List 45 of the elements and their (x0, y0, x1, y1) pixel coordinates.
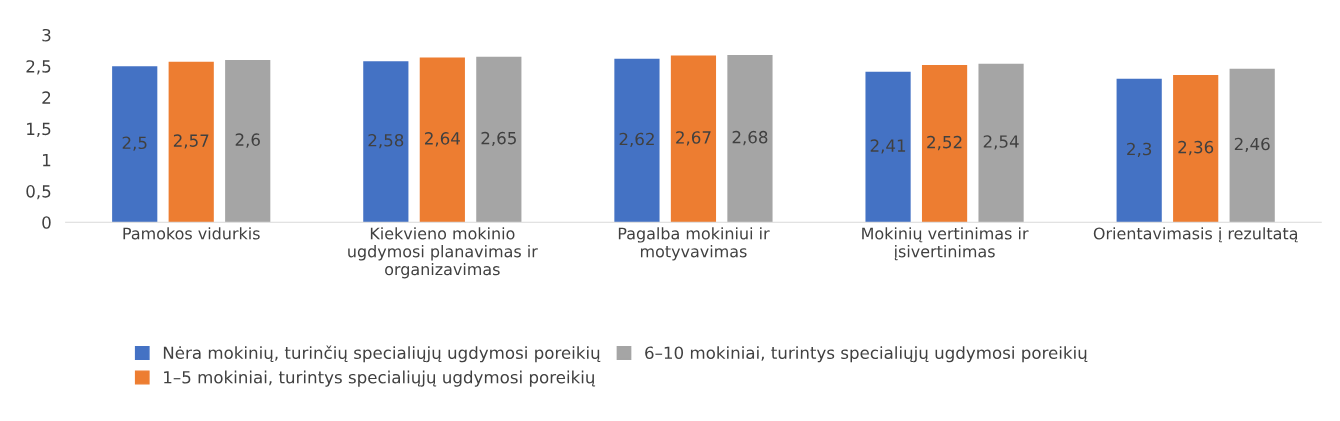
bar (1116, 78, 1162, 223)
bar (921, 64, 968, 223)
y-tick-label: 0 (42, 216, 51, 229)
bar (168, 61, 214, 223)
y-tick-label: 2,5 (26, 60, 51, 75)
data-label: 2,65 (481, 131, 516, 147)
bar (727, 54, 773, 223)
bar (670, 55, 717, 223)
bar (419, 57, 465, 223)
legend-label: Nėra mokinių, turinčių specialiųjų ugdymosi poreikių (163, 345, 601, 363)
bar (225, 59, 271, 223)
x-tick-label: Pamokos vidurkis (123, 227, 260, 240)
legend-label: 6–10 mokiniai, turintys specialiųjų ugdymosi poreikių (645, 346, 1088, 363)
x-tick-label: Orientavimasis į rezultatą (1093, 227, 1298, 243)
data-label: 2,46 (1234, 137, 1270, 153)
bar (978, 63, 1024, 223)
data-label: 2,36 (1178, 140, 1214, 156)
data-label: 2,5 (122, 136, 147, 151)
data-label: 2,68 (732, 130, 768, 146)
legend-label: 1–5 mokiniai, turintys specialiųjų ugdymosi poreikių (164, 370, 596, 387)
bar (1229, 68, 1275, 223)
y-tick-label: 0,5 (26, 185, 51, 200)
y-tick-label: 1 (43, 154, 51, 167)
bar (476, 56, 522, 223)
x-tick-label: Mokinių vertinimas ir įsivertinimas (862, 227, 1029, 261)
y-tick-label: 2 (42, 91, 51, 104)
data-label: 2,58 (368, 133, 404, 149)
data-label: 2,62 (619, 132, 654, 148)
bar (363, 61, 409, 223)
bar (614, 58, 660, 223)
bar (1173, 74, 1219, 223)
x-tick-label: Kiekvieno mokinio ugdymosi planavimas ir organizavimas (348, 227, 538, 279)
data-label: 2,57 (173, 134, 209, 149)
y-tick-label: 3 (42, 28, 51, 42)
data-label: 2,54 (983, 135, 1019, 150)
data-label: 2,3 (1127, 142, 1152, 158)
data-label: 2,52 (927, 135, 962, 151)
data-label: 2,6 (235, 133, 260, 148)
y-tick-label: 1,5 (27, 122, 51, 137)
data-label: 2,67 (676, 131, 711, 146)
bar (865, 71, 911, 223)
data-label: 2,64 (425, 132, 460, 147)
data-label: 2,41 (870, 139, 906, 154)
bar (112, 66, 158, 223)
x-tick-label: Pagalba mokiniui ir motyvavimas (618, 227, 770, 261)
